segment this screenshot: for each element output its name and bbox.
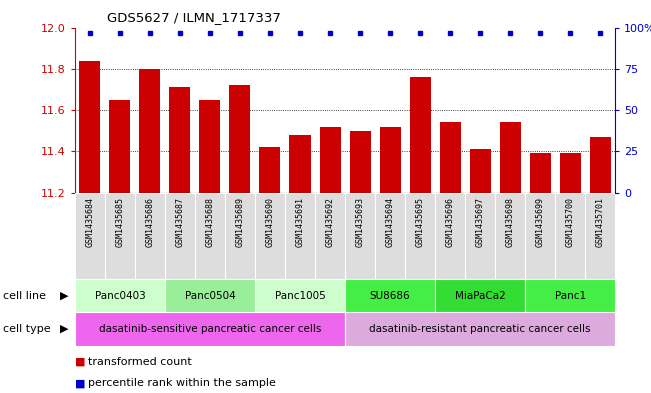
Bar: [260, 147, 281, 193]
Bar: [105, 193, 135, 279]
Bar: [375, 193, 405, 279]
Bar: [465, 193, 495, 279]
Text: percentile rank within the sample: percentile rank within the sample: [88, 378, 276, 388]
Text: GSM1435699: GSM1435699: [536, 197, 545, 247]
Text: GSM1435691: GSM1435691: [296, 197, 305, 247]
Bar: [229, 85, 251, 193]
Bar: [195, 193, 225, 279]
Bar: [405, 193, 435, 279]
Text: GSM1435698: GSM1435698: [506, 197, 515, 247]
Text: GSM1435693: GSM1435693: [355, 197, 365, 247]
Bar: [380, 127, 400, 193]
Bar: [169, 87, 191, 193]
Text: ▶: ▶: [60, 291, 68, 301]
Text: cell type: cell type: [3, 324, 51, 334]
Bar: [345, 312, 615, 346]
Text: GSM1435686: GSM1435686: [145, 197, 154, 247]
Bar: [285, 193, 315, 279]
Text: GSM1435689: GSM1435689: [236, 197, 245, 247]
Text: cell line: cell line: [3, 291, 46, 301]
Bar: [590, 137, 611, 193]
Text: transformed count: transformed count: [88, 356, 191, 367]
Text: GDS5627 / ILMN_1717337: GDS5627 / ILMN_1717337: [107, 11, 281, 24]
Text: dasatinib-sensitive pancreatic cancer cells: dasatinib-sensitive pancreatic cancer ce…: [99, 324, 321, 334]
Bar: [165, 279, 255, 312]
Text: ■: ■: [75, 378, 85, 388]
Text: Panc1005: Panc1005: [275, 291, 326, 301]
Bar: [435, 193, 465, 279]
Text: GSM1435700: GSM1435700: [566, 197, 575, 247]
Bar: [469, 149, 491, 193]
Text: ■: ■: [75, 356, 85, 367]
Text: GSM1435694: GSM1435694: [385, 197, 395, 247]
Bar: [495, 193, 525, 279]
Bar: [225, 193, 255, 279]
Bar: [139, 69, 160, 193]
Text: SU8686: SU8686: [370, 291, 410, 301]
Bar: [345, 279, 435, 312]
Text: MiaPaCa2: MiaPaCa2: [455, 291, 505, 301]
Text: GSM1435688: GSM1435688: [206, 197, 214, 247]
Text: Panc1: Panc1: [555, 291, 586, 301]
Text: Panc0403: Panc0403: [94, 291, 145, 301]
Bar: [555, 193, 585, 279]
Bar: [409, 77, 430, 193]
Text: dasatinib-resistant pancreatic cancer cells: dasatinib-resistant pancreatic cancer ce…: [369, 324, 591, 334]
Text: GSM1435685: GSM1435685: [115, 197, 124, 247]
Bar: [585, 193, 615, 279]
Bar: [350, 131, 370, 193]
Bar: [255, 279, 345, 312]
Bar: [75, 193, 105, 279]
Bar: [109, 100, 130, 193]
Bar: [525, 279, 615, 312]
Text: GSM1435695: GSM1435695: [415, 197, 424, 247]
Text: Panc0504: Panc0504: [185, 291, 235, 301]
Bar: [255, 193, 285, 279]
Bar: [165, 193, 195, 279]
Bar: [290, 135, 311, 193]
Text: GSM1435696: GSM1435696: [445, 197, 454, 247]
Bar: [560, 153, 581, 193]
Bar: [75, 279, 165, 312]
Bar: [79, 61, 100, 193]
Bar: [439, 123, 461, 193]
Text: GSM1435701: GSM1435701: [596, 197, 605, 247]
Text: GSM1435690: GSM1435690: [266, 197, 275, 247]
Bar: [315, 193, 345, 279]
Text: GSM1435684: GSM1435684: [85, 197, 94, 247]
Bar: [530, 153, 551, 193]
Text: GSM1435692: GSM1435692: [326, 197, 335, 247]
Text: GSM1435687: GSM1435687: [175, 197, 184, 247]
Text: GSM1435697: GSM1435697: [476, 197, 484, 247]
Bar: [135, 193, 165, 279]
Bar: [525, 193, 555, 279]
Text: ▶: ▶: [60, 324, 68, 334]
Bar: [199, 100, 221, 193]
Bar: [499, 123, 521, 193]
Bar: [435, 279, 525, 312]
Bar: [345, 193, 375, 279]
Bar: [320, 127, 340, 193]
Bar: [75, 312, 345, 346]
